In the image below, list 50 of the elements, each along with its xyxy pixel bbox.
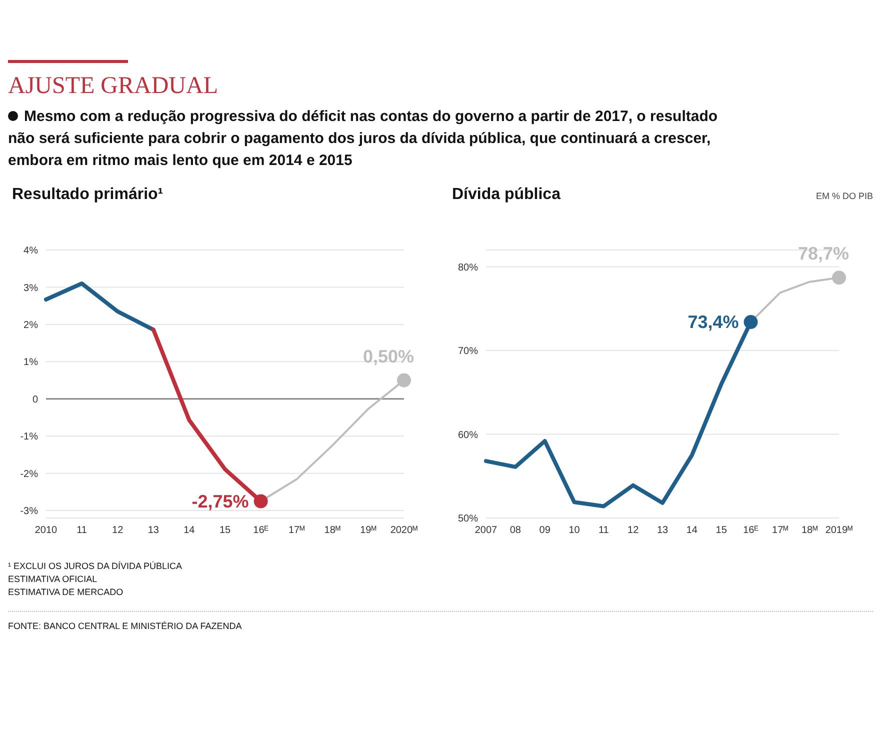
chart-subtitle: EM % DO PIB: [816, 191, 873, 201]
x-tick-label: 2019ᴹ: [825, 525, 853, 536]
text: ¹ EXCLUI OS JUROS DA DÍVIDA PÚBLICA: [8, 560, 184, 573]
text: ESTIMATIVA OFICIAL: [8, 573, 98, 586]
x-tick-label: 17ᴹ: [772, 525, 788, 536]
x-tick-label: 15: [716, 525, 728, 536]
x-tick-label: 16ᴱ: [743, 525, 758, 536]
x-tick-label: 12: [112, 525, 124, 536]
x-tick-label: 11: [598, 525, 610, 536]
source-note: FONTE: BANCO CENTRAL E MINISTÉRIO DA FAZENDA: [8, 611, 873, 633]
data-label: 78,7%: [798, 244, 849, 264]
x-tick-label: 15: [219, 525, 231, 536]
y-tick-label: 2%: [24, 320, 38, 331]
x-tick-label: 12: [628, 525, 640, 536]
y-tick-label: 50%: [458, 514, 478, 525]
y-tick-label: 0: [32, 394, 38, 406]
data-label: -2,75%: [192, 491, 249, 512]
x-tick-label: 14: [184, 525, 196, 536]
x-tick-label: 18ᴹ: [801, 525, 818, 536]
text: AJUSTE GRADUAL: [8, 73, 219, 100]
x-tick-label: 2010: [34, 525, 58, 536]
x-tick-label: 2007: [474, 525, 498, 536]
data-label: 73,4%: [688, 312, 739, 332]
x-tick-label: 19ᴹ: [360, 525, 376, 536]
y-tick-label: 80%: [458, 262, 478, 274]
x-tick-label: 2020ᴹ: [390, 525, 418, 536]
y-tick-label: 4%: [24, 246, 38, 257]
x-tick-label: 14: [686, 525, 698, 536]
x-tick-label: 09: [539, 525, 551, 536]
y-tick-label: -2%: [20, 468, 38, 480]
x-tick-label: 11: [76, 525, 88, 536]
text: Mesmo com a redução progressiva do déficit nas contas do governo a partir de 2017, o resultado não será suficiente para cobrir o pagamento dos juros da dívida pública, que continuará a crescer, embora em ritmo mais lento que em 2014 e 2015: [8, 107, 719, 171]
y-tick-label: 3%: [24, 282, 38, 294]
y-tick-label: 60%: [458, 430, 478, 441]
y-tick-label: -1%: [20, 432, 38, 443]
chart-title: Resultado primário¹: [11, 186, 164, 204]
y-tick-label: 70%: [458, 346, 478, 358]
text: ESTIMATIVA DE MERCADO: [8, 586, 124, 599]
data-label: 0,50%: [362, 346, 414, 366]
x-tick-label: 17ᴹ: [288, 525, 305, 536]
x-tick-label: 13: [148, 525, 160, 536]
x-tick-label: 13: [656, 525, 668, 536]
line-series: [44, 282, 156, 332]
x-tick-label: 10: [568, 525, 580, 536]
x-tick-label: 16ᴱ: [253, 525, 268, 536]
x-tick-label: 18ᴹ: [324, 525, 341, 536]
x-tick-label: 08: [510, 525, 522, 536]
y-tick-label: -3%: [20, 506, 38, 518]
chart-title: Dívida pública: [451, 186, 560, 204]
y-tick-label: 1%: [24, 357, 38, 368]
